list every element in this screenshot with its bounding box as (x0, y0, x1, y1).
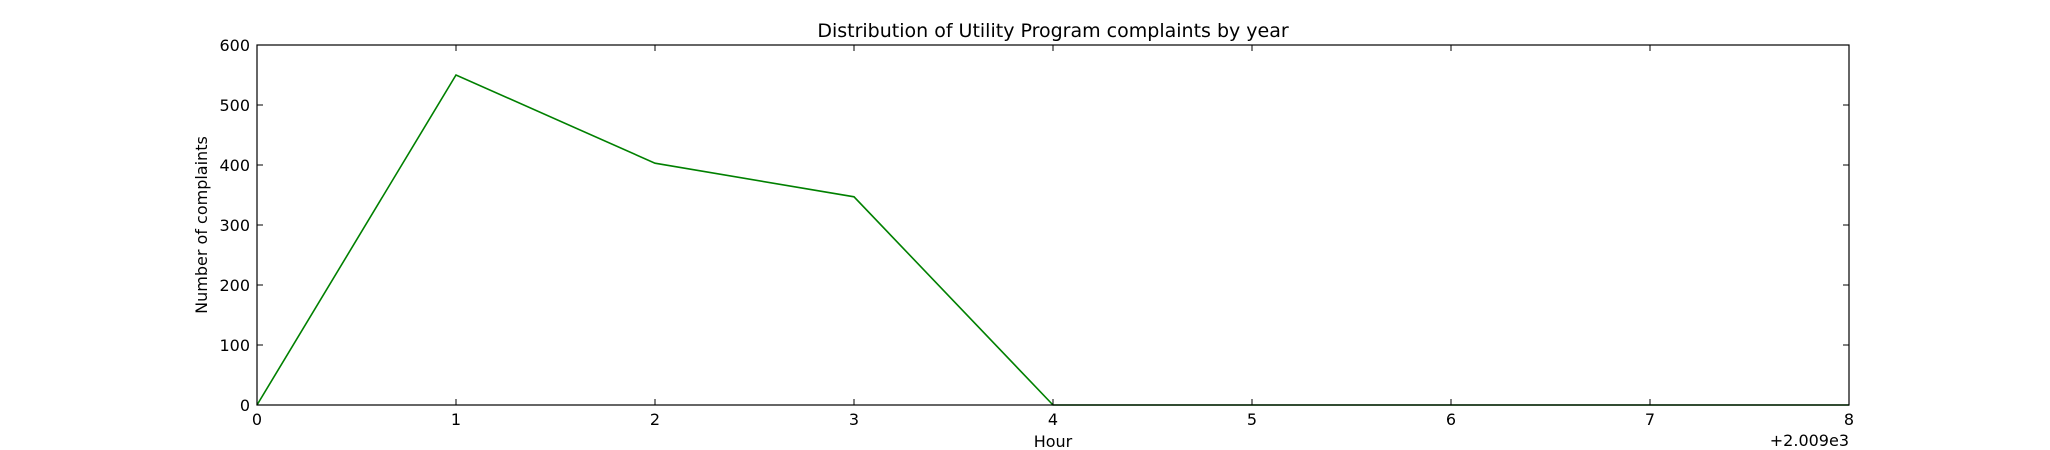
x-tick-label: 2 (650, 410, 660, 429)
y-tick-label: 0 (240, 396, 250, 415)
x-tick-label: 3 (849, 410, 859, 429)
x-tick-label: 1 (451, 410, 461, 429)
x-tick-label: 8 (1844, 410, 1854, 429)
y-tick-label: 400 (219, 156, 250, 175)
y-tick-label: 200 (219, 276, 250, 295)
x-axis-title: Hour (1034, 432, 1073, 450)
x-tick-label: 4 (1048, 410, 1058, 429)
series-layer (256, 73, 1849, 406)
y-tick-label: 300 (219, 216, 250, 235)
x-tick-label: 6 (1446, 410, 1456, 429)
series-line-0 (256, 73, 1849, 406)
y-tick-label: 100 (219, 336, 250, 355)
x-axis-offset-label: +2.009e3 (1770, 431, 1849, 450)
y-tick-label: 600 (219, 36, 250, 55)
y-tick-label: 500 (219, 96, 250, 115)
axes-layer: 0 1 2 3 4 5 6 7 8 0 100 200 300 400 500 600 (219, 36, 1854, 429)
x-tick-label: 5 (1247, 410, 1257, 429)
plot-frame (256, 44, 1850, 406)
x-tick-label: 7 (1645, 410, 1655, 429)
y-axis-title: Number of complaints (192, 136, 211, 314)
x-tick-label: 0 (252, 410, 262, 429)
chart-title: Distribution of Utility Program complain… (817, 20, 1289, 42)
